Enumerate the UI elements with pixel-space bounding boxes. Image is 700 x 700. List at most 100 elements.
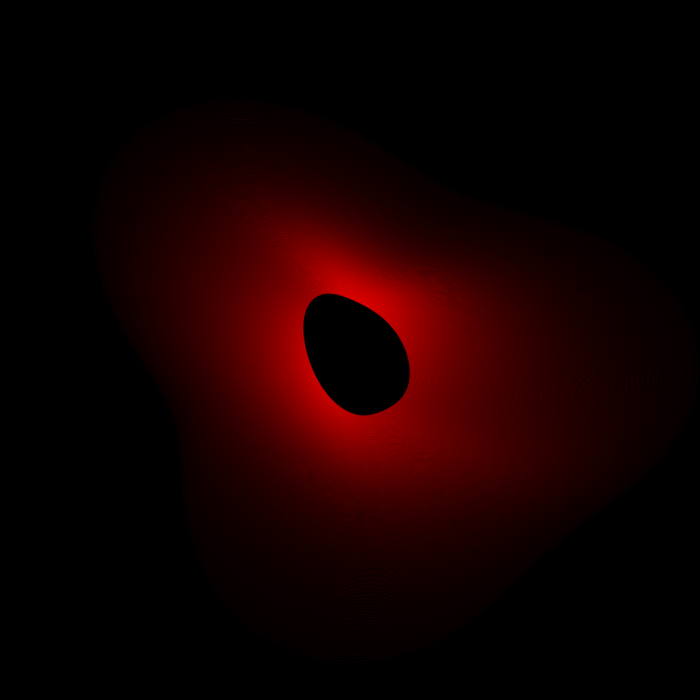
curve-loop bbox=[132, 147, 645, 599]
curve-loop bbox=[166, 182, 598, 552]
curve-loop bbox=[194, 207, 559, 518]
curve-loop bbox=[169, 185, 594, 548]
curve-loop bbox=[215, 224, 532, 498]
curve-loop bbox=[198, 210, 555, 515]
curve-loop bbox=[181, 196, 577, 533]
curve-loop bbox=[156, 173, 611, 564]
curve-loop bbox=[246, 247, 489, 469]
curve-loop bbox=[251, 251, 482, 464]
curve-loop bbox=[164, 180, 601, 554]
curve-loop bbox=[103, 113, 684, 646]
curve-loop bbox=[173, 189, 588, 543]
curve-loop bbox=[204, 215, 546, 508]
curve-loop bbox=[282, 275, 440, 437]
curve-loop bbox=[239, 242, 499, 476]
curve-loop bbox=[182, 197, 576, 532]
curve-loop bbox=[238, 241, 501, 476]
curve-loops bbox=[93, 101, 699, 662]
curve-loop bbox=[270, 266, 456, 448]
curve-loop bbox=[120, 133, 661, 618]
curve-loop bbox=[171, 186, 592, 546]
curve-loop bbox=[280, 274, 442, 439]
curve-loop bbox=[180, 195, 579, 535]
curve-loop bbox=[195, 208, 558, 517]
curve-loop bbox=[232, 236, 509, 482]
curve-loop bbox=[113, 125, 671, 630]
curve-loop bbox=[299, 289, 416, 420]
curve-loop bbox=[133, 148, 643, 598]
curve-loop bbox=[214, 223, 533, 498]
curve-loop bbox=[267, 263, 461, 451]
curve-loop bbox=[105, 115, 683, 644]
curve-loop bbox=[242, 244, 495, 473]
curve-loop bbox=[208, 218, 540, 504]
curve-loop bbox=[261, 259, 469, 456]
curve-loop bbox=[266, 262, 462, 451]
curve-loop bbox=[168, 184, 595, 549]
curve-loop bbox=[284, 276, 438, 435]
curve-loop bbox=[240, 243, 497, 474]
curve-loop bbox=[228, 233, 514, 486]
curve-loop bbox=[123, 137, 657, 614]
curve-loop bbox=[253, 252, 480, 463]
curve-loop bbox=[287, 279, 433, 432]
curve-loop bbox=[262, 260, 467, 455]
curve-loop bbox=[268, 264, 459, 450]
curve-loop bbox=[203, 215, 547, 509]
curve-loop bbox=[141, 157, 632, 586]
curve-loop bbox=[292, 284, 425, 427]
curve-loop bbox=[267, 264, 460, 450]
curve-loop bbox=[293, 284, 424, 426]
curve-loop bbox=[184, 198, 574, 530]
curve-loop bbox=[155, 172, 612, 565]
curve-loop bbox=[109, 120, 677, 637]
curve-loop bbox=[228, 234, 513, 485]
curve-loop bbox=[287, 280, 432, 432]
curve-loop bbox=[148, 164, 623, 576]
curve-loop bbox=[224, 231, 519, 488]
curve-loop bbox=[274, 269, 451, 444]
curve-loop bbox=[190, 204, 565, 523]
curve-loop bbox=[211, 220, 537, 502]
curve-loop bbox=[235, 239, 504, 478]
curve-loop bbox=[161, 178, 604, 557]
curve-loop bbox=[276, 271, 448, 442]
curve-loop bbox=[290, 282, 429, 429]
curve-loop bbox=[236, 240, 503, 478]
curve-loop bbox=[295, 286, 421, 424]
curve-loop bbox=[108, 119, 678, 638]
curve-loop bbox=[118, 131, 664, 622]
curve-loop bbox=[216, 224, 531, 497]
curve-loop bbox=[252, 252, 481, 464]
curve-loop bbox=[119, 132, 663, 620]
curve-loop bbox=[161, 177, 605, 558]
curve-loop bbox=[125, 139, 655, 611]
curve-loop bbox=[178, 193, 581, 537]
curve-loop bbox=[107, 117, 680, 640]
curve-loop bbox=[206, 217, 544, 506]
curve-loop bbox=[126, 140, 653, 609]
curve-loop bbox=[221, 229, 523, 491]
curve-loop bbox=[233, 238, 507, 481]
curve-loop bbox=[237, 241, 502, 477]
curve-loop bbox=[248, 248, 487, 468]
curve-loop bbox=[250, 250, 484, 466]
curve-loop bbox=[229, 235, 512, 484]
curve-loop bbox=[272, 267, 454, 446]
curve-loop bbox=[298, 288, 418, 422]
curve-loop bbox=[242, 245, 494, 472]
curve-loop bbox=[294, 285, 423, 425]
curve-loop bbox=[140, 156, 633, 587]
curve-loop bbox=[265, 261, 464, 453]
curve-loop bbox=[273, 268, 452, 445]
curve-loop bbox=[153, 169, 616, 569]
curve-loop bbox=[295, 286, 422, 425]
curve-loop bbox=[241, 243, 496, 474]
curve-loop bbox=[117, 130, 665, 623]
curve-loop bbox=[149, 165, 622, 575]
curve-loop bbox=[225, 232, 518, 488]
curve-loop bbox=[298, 289, 417, 421]
curve-loop bbox=[93, 101, 699, 662]
curve-loop bbox=[150, 166, 620, 573]
